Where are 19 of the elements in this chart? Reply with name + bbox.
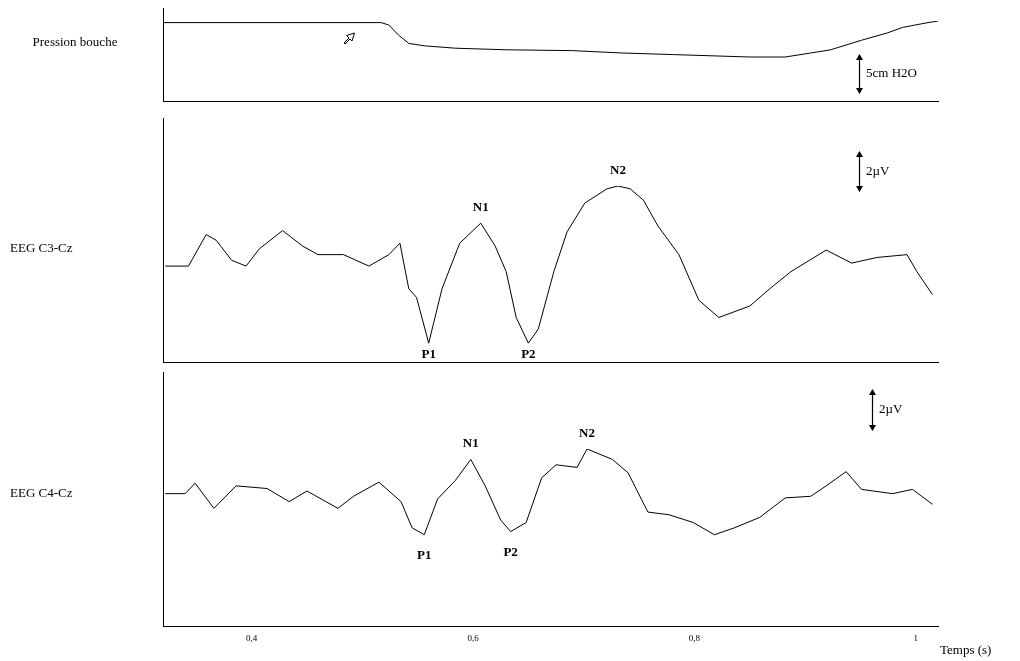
annotation: N2 [579, 425, 595, 440]
x-tick-label: 1 [913, 632, 919, 643]
annotation: P1 [421, 346, 436, 361]
annotation: 5cm H2O [866, 65, 917, 81]
x-tick-label: 0,4 [245, 632, 258, 643]
text: 2µV [866, 162, 890, 179]
text: 2µV [879, 401, 903, 417]
x-tick-label: 0,6 [467, 632, 480, 643]
x-tick-label: 0,8 [688, 632, 701, 643]
y-axis-title: EEG C3-Cz [10, 240, 74, 256]
y-axis-title: EEG C4-Cz [10, 485, 74, 501]
annotation: N1 [462, 435, 479, 451]
annotation: N1 [472, 199, 489, 215]
y-axis-title: Pression bouche [31, 34, 119, 50]
annotation: P2 [521, 346, 536, 361]
x-axis-title: Temps (s) [940, 642, 992, 658]
annotation: P2 [503, 543, 518, 559]
annotation: N2 [610, 162, 626, 177]
annotation: P1 [417, 546, 432, 562]
